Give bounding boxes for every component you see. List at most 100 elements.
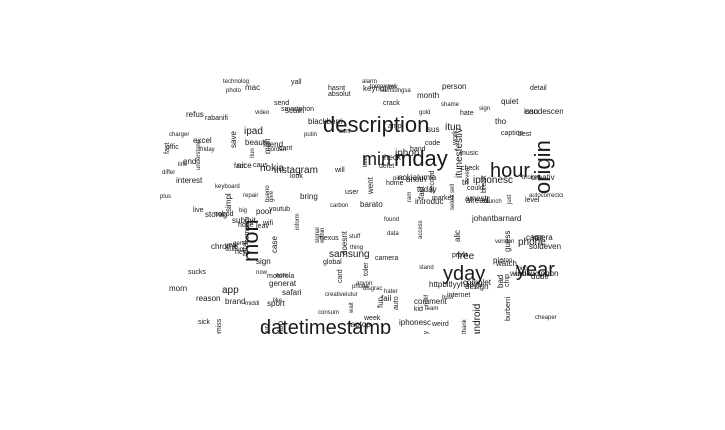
word-large: year [516, 259, 555, 281]
word-small: samsungsa [380, 88, 411, 94]
word-small: sport [267, 299, 285, 308]
word-small: quiet [501, 97, 519, 106]
word-small: select [450, 194, 456, 210]
word-small: market [432, 195, 454, 202]
word-medium: app [222, 285, 239, 296]
word-small: friday [200, 147, 215, 153]
word-small: beauti [245, 138, 267, 147]
word-small: develop [276, 321, 285, 334]
word-small: barato [360, 200, 383, 209]
word-small: excel [193, 136, 212, 145]
word-small: anoth [406, 175, 427, 184]
word-small: generat [269, 279, 297, 288]
word-small: work [452, 130, 459, 145]
word-small: nokialumia [398, 173, 437, 182]
word-small: ijordan [268, 147, 287, 153]
word-small: team [425, 306, 439, 312]
word-small: nobod [214, 211, 234, 218]
word-small: windowsphon [510, 269, 559, 278]
word-small: thank [462, 319, 468, 334]
word-small: bad [496, 274, 505, 288]
word-small: delet [379, 163, 395, 170]
word-small: end [183, 157, 197, 166]
word-small: person [442, 82, 467, 91]
word-small: like [273, 298, 283, 304]
word-small: comment [414, 297, 447, 306]
word-small: consum [318, 310, 340, 316]
word-small: internet [447, 292, 471, 299]
word-small: camera [375, 255, 399, 262]
word-small: tho [495, 117, 507, 126]
word-small: scam [285, 106, 305, 115]
word-medium: free [457, 251, 475, 262]
word-small: submit [232, 216, 256, 225]
word-small: fail [381, 294, 392, 303]
word-small: now [256, 270, 268, 276]
word-medium: android [472, 303, 483, 334]
word-small: compani [244, 216, 251, 243]
word-small: year [225, 242, 239, 249]
word-small: carbon [330, 203, 349, 209]
word-small: save [229, 131, 238, 148]
word-small: keyboard [215, 184, 240, 190]
word-small: amestr [465, 194, 490, 203]
word-small: storag [205, 210, 228, 219]
word-small: hope [238, 222, 254, 229]
word-small: sign [479, 106, 491, 112]
word-small: blackberri [308, 117, 343, 126]
word-small: creativeiutur [325, 292, 358, 298]
word-small: leav [256, 223, 269, 230]
word-small: amp [388, 123, 402, 130]
word-small: profit [452, 252, 468, 259]
word-small: heck [384, 153, 401, 162]
word-small: nexus [320, 235, 339, 242]
word-small: understand [196, 139, 202, 170]
word-small: today [417, 185, 437, 194]
word-small: putin [304, 132, 318, 138]
word-medium: ipad [244, 126, 263, 137]
word-small: sus [427, 125, 440, 134]
word-small: offic [166, 144, 179, 151]
word-small: ask [387, 84, 398, 91]
word-medium: iphonesc [473, 175, 514, 186]
word-small: crack [383, 100, 400, 107]
word-small: charger [169, 132, 190, 138]
word-small: month [417, 91, 440, 100]
word-small: version [495, 239, 515, 245]
word-small: level [525, 197, 540, 204]
word-large: mday [394, 146, 448, 171]
word-small: cant [279, 145, 293, 152]
word-small: fast [417, 186, 426, 199]
word-small: httpbitlyyh1pyu [429, 280, 483, 289]
word-small: anyon [356, 281, 373, 287]
word-small: brand [225, 297, 246, 306]
word-small: thing [350, 245, 364, 251]
word-small: keynot [363, 84, 387, 93]
word-small: send [274, 100, 290, 107]
word-small: emiss [216, 318, 223, 334]
word-small: condescens [525, 107, 563, 116]
word-small: use [532, 234, 544, 241]
word-small: broken [522, 175, 541, 181]
word-small: best [518, 131, 532, 138]
word-small: phone [352, 284, 369, 290]
word-small: break [481, 175, 488, 193]
word-small: stop [501, 258, 513, 264]
word-small: friend [263, 140, 284, 149]
word-small: miss [516, 266, 529, 272]
word-small: alic [453, 229, 462, 242]
word-small: photo [226, 88, 242, 94]
word-small: absolut [328, 91, 351, 98]
word-small: fast [164, 142, 171, 154]
word-small: big [239, 208, 248, 214]
word-small: video [255, 110, 270, 116]
word-small: bday [423, 331, 430, 334]
word-small: complet [463, 278, 492, 287]
word-small: could [467, 185, 484, 192]
word-small: laptop [349, 320, 371, 329]
word-small: student [225, 247, 245, 253]
word-small: sell [450, 183, 456, 193]
word-small: fact [234, 163, 246, 170]
word-small: johantbarnard [472, 214, 522, 223]
word-small: issu [524, 107, 539, 116]
